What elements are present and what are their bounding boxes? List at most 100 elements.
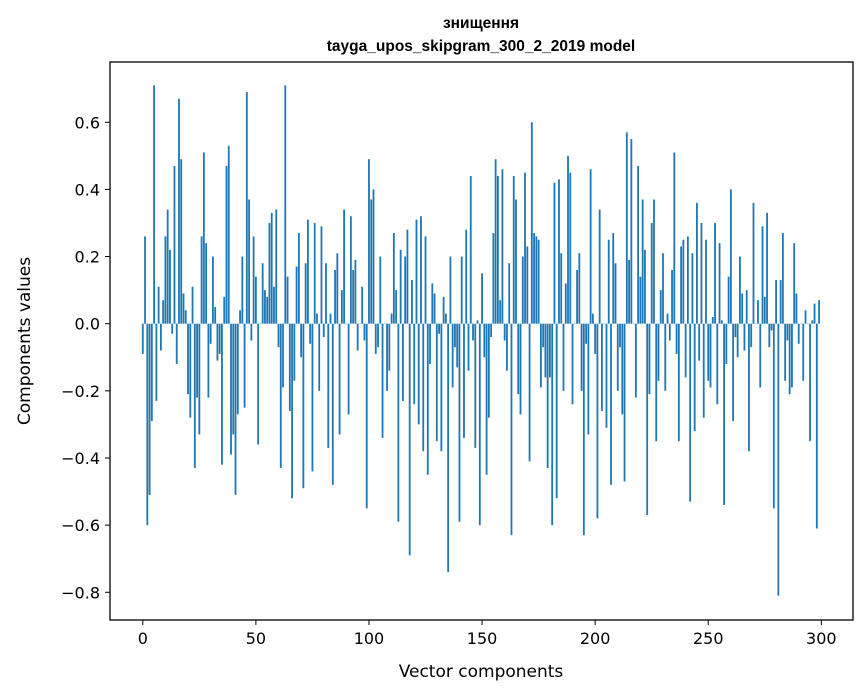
bar [193, 323, 196, 469]
bar [544, 323, 547, 378]
bar [490, 323, 493, 338]
bar [426, 323, 429, 475]
bar [266, 296, 269, 324]
bar [612, 233, 615, 324]
bar [517, 323, 520, 395]
bar [340, 290, 343, 324]
bar [422, 323, 425, 452]
bar [379, 256, 382, 324]
bar [254, 276, 257, 324]
x-tick-label: 100 [354, 629, 385, 648]
bar-series [141, 85, 820, 596]
bar [236, 323, 239, 415]
bar [587, 323, 590, 435]
bar [791, 323, 793, 388]
y-tick-label: 0.2 [75, 248, 100, 267]
y-tick-label: −0.2 [61, 382, 100, 401]
bar [381, 323, 384, 438]
bar [732, 323, 735, 422]
bar [551, 323, 554, 526]
bar [591, 313, 594, 324]
bar [234, 323, 237, 495]
bar [413, 323, 416, 405]
bar [325, 263, 327, 324]
bar [729, 189, 732, 324]
bar [743, 323, 746, 351]
bar [270, 212, 273, 324]
bar [300, 323, 303, 358]
bar [250, 323, 253, 341]
bar [677, 323, 680, 442]
bar [334, 269, 336, 324]
bar [277, 323, 280, 348]
bar [768, 323, 771, 348]
bar [775, 280, 777, 324]
bar [316, 313, 318, 324]
bar [374, 323, 377, 354]
bar [777, 323, 780, 596]
bar [763, 296, 766, 324]
bar [696, 202, 698, 324]
bar [539, 323, 542, 388]
bar [408, 323, 411, 556]
x-tick-label: 250 [693, 629, 724, 648]
bar [361, 286, 364, 324]
bar [483, 323, 486, 358]
bar [553, 182, 556, 324]
bar [386, 323, 388, 391]
plot-frame [109, 61, 854, 621]
bar [499, 300, 502, 324]
bar [463, 323, 465, 438]
bar [209, 323, 212, 344]
bar [515, 199, 517, 324]
bar [365, 323, 368, 509]
bar [397, 323, 400, 522]
bar [166, 209, 169, 324]
bar [759, 323, 762, 388]
bar [275, 209, 278, 324]
y-axis-label: Components values [15, 257, 35, 425]
bar [650, 222, 653, 324]
bar [655, 323, 658, 442]
bar [682, 239, 685, 324]
bar [716, 323, 719, 405]
bar [442, 296, 445, 324]
bar [261, 263, 264, 324]
bar [521, 256, 524, 324]
bar [501, 169, 504, 324]
bar [779, 280, 782, 324]
bar [221, 323, 223, 465]
bar [698, 323, 701, 361]
bar [641, 199, 644, 324]
bar [675, 323, 678, 354]
bar [607, 239, 610, 324]
bar [786, 323, 789, 341]
bar [307, 219, 309, 324]
bar [349, 216, 352, 324]
bar [467, 323, 470, 371]
bar [252, 236, 255, 324]
y-tick-label: −0.8 [61, 583, 100, 602]
bar [205, 243, 208, 324]
bar [745, 290, 748, 324]
bar [297, 233, 300, 324]
bar [657, 323, 660, 381]
bar [594, 323, 597, 354]
bar [218, 323, 221, 354]
chart-subtitle: tayga_upos_skipgram_300_2_2019 model [327, 38, 635, 55]
bar [748, 323, 750, 452]
bar [734, 323, 737, 338]
bar [549, 323, 551, 378]
bar [169, 249, 171, 324]
bar [392, 233, 395, 324]
bar [282, 323, 284, 388]
bar [476, 320, 479, 324]
bar [610, 323, 612, 485]
bar [519, 323, 522, 415]
bar [524, 172, 526, 324]
bar [781, 233, 784, 324]
bar [180, 159, 183, 324]
bar [582, 323, 585, 536]
bar [146, 323, 149, 526]
